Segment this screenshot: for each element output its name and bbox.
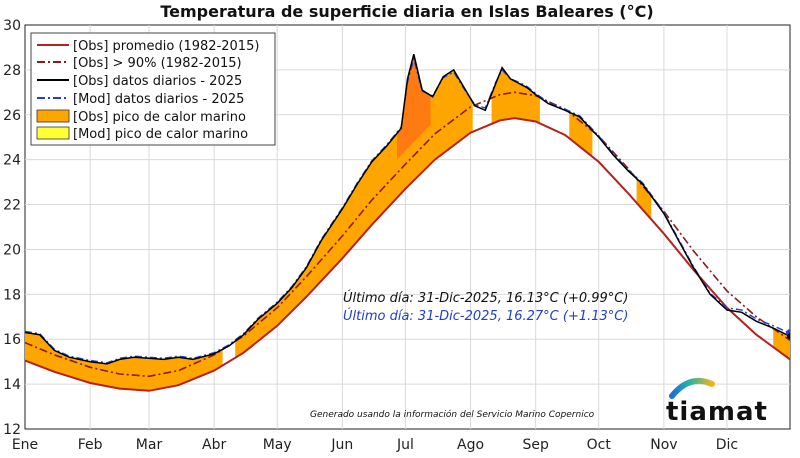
legend-label-p90: [Obs] > 90% (1982-2015) — [73, 56, 242, 71]
legend-item-obs: [Obs] datos diarios - 2025 — [37, 74, 242, 89]
x-tick-label: May — [263, 437, 292, 453]
y-axis-ticks: 12 14 16 18 20 22 24 26 28 30 — [3, 18, 21, 438]
obs-heatwave-peak-area — [397, 54, 431, 160]
x-tick-label: Ago — [457, 437, 484, 453]
logo-text: tiamat — [666, 397, 768, 427]
obs-heatwave-area — [569, 112, 593, 157]
legend-item-obs-heat: [Obs] pico de calor marino — [36, 109, 246, 125]
logo-wave-icon — [669, 378, 715, 399]
y-tick-label: 18 — [3, 287, 21, 303]
obs-daily-line — [25, 54, 790, 365]
legend-label-mod-heat: [Mod] pico de calor marino — [73, 127, 248, 142]
legend-item-avg: [Obs] promedio (1982-2015) — [37, 39, 259, 54]
y-tick-label: 26 — [3, 108, 21, 124]
obs-heatwave-area — [773, 328, 790, 360]
credit-text: Generado usando la información del Servi… — [310, 409, 595, 420]
legend-label-mod: [Mod] datos diarios - 2025 — [73, 92, 244, 107]
y-tick-label: 16 — [3, 332, 21, 348]
x-tick-label: Oct — [587, 437, 612, 453]
x-tick-label: Jul — [396, 437, 414, 453]
x-tick-label: Ene — [12, 437, 38, 453]
x-tick-label: Jun — [330, 437, 353, 453]
legend: [Obs] promedio (1982-2015) [Obs] > 90% (… — [30, 32, 276, 146]
x-axis-ticks: Ene Feb Mar Abr May Jun Jul Ago Sep Oct Nov Dic — [12, 437, 738, 453]
average-line — [25, 117, 790, 392]
y-tick-label: 28 — [3, 63, 21, 79]
y-tick-label: 20 — [3, 242, 21, 258]
y-tick-label: 22 — [3, 198, 21, 214]
x-tick-label: Nov — [650, 437, 677, 453]
y-tick-label: 14 — [3, 377, 21, 393]
x-tick-label: Mar — [136, 437, 163, 453]
obs-heatwave-area — [636, 178, 652, 220]
legend-item-mod: [Mod] datos diarios - 2025 — [37, 92, 244, 107]
obs-heatwave-area — [25, 332, 223, 391]
y-tick-label: 12 — [3, 422, 21, 438]
obs-heatwave-area — [491, 67, 540, 124]
y-tick-label: 30 — [3, 18, 21, 34]
x-tick-label: Abr — [202, 437, 226, 453]
y-tick-label: 24 — [3, 153, 21, 169]
legend-item-p90: [Obs] > 90% (1982-2015) — [37, 56, 242, 71]
legend-label-obs: [Obs] datos diarios - 2025 — [73, 74, 242, 89]
x-tick-label: Feb — [78, 437, 103, 453]
legend-label-avg: [Obs] promedio (1982-2015) — [73, 39, 259, 54]
series-lines — [25, 54, 790, 392]
obs-last-day-marker — [787, 333, 790, 340]
chart-title: Temperatura de superficie diaria en Isla… — [160, 2, 653, 21]
legend-label-obs-heat: [Obs] pico de calor marino — [73, 110, 246, 125]
x-tick-label: Sep — [523, 437, 550, 453]
legend-swatch-obs-heat — [36, 109, 70, 123]
annotation-obs: Último día: 31-Dic-2025, 16.13°C (+0.99°… — [343, 290, 628, 306]
tiamat-logo: tiamat — [666, 378, 768, 427]
legend-box — [30, 32, 276, 146]
annotation-mod: Último día: 31-Dic-2025, 16.27°C (+1.13°… — [343, 308, 628, 324]
x-tick-label: Dic — [716, 437, 738, 453]
legend-item-mod-heat: [Mod] pico de calor marino — [36, 126, 248, 142]
heatwave-areas — [25, 54, 790, 391]
legend-swatch-mod-heat — [36, 126, 70, 140]
